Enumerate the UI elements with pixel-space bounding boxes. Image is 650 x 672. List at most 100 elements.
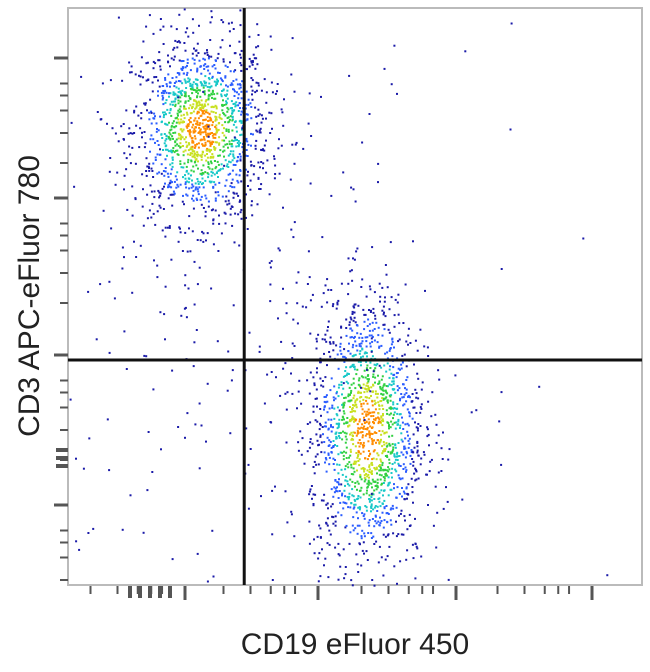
event-dot <box>338 409 341 412</box>
event-dot <box>394 298 397 301</box>
event-dot <box>371 443 374 446</box>
event-dot <box>353 394 356 397</box>
event-dot <box>335 344 338 347</box>
event-dot <box>388 308 391 311</box>
event-dot <box>311 293 314 296</box>
event-dot <box>338 554 341 557</box>
event-dot <box>317 580 320 583</box>
event-dot <box>371 433 374 435</box>
event-dot <box>206 580 209 583</box>
event-dot <box>197 142 200 145</box>
event-dot <box>393 487 395 490</box>
event-dot <box>237 194 240 197</box>
event-dot <box>217 176 219 178</box>
event-dot <box>335 431 338 434</box>
event-dot <box>150 167 153 170</box>
event-dot <box>350 473 353 475</box>
event-dot <box>163 185 165 188</box>
event-dot <box>364 457 367 460</box>
event-dot <box>407 434 409 437</box>
event-dot <box>347 496 350 499</box>
event-dot <box>182 154 185 157</box>
event-dot <box>174 93 177 96</box>
event-dot <box>238 102 241 105</box>
event-dot <box>123 188 125 191</box>
event-dot <box>342 548 345 551</box>
event-dot <box>320 305 323 308</box>
event-dot <box>219 149 222 152</box>
event-dot <box>348 542 351 545</box>
event-dot <box>131 214 134 217</box>
event-dot <box>297 441 300 444</box>
event-dot <box>223 94 226 97</box>
event-dot <box>169 129 172 132</box>
event-dot <box>386 351 389 354</box>
event-dot <box>191 230 194 233</box>
event-dot <box>232 123 235 126</box>
event-dot <box>397 367 400 370</box>
event-dot <box>252 60 254 63</box>
event-dot <box>209 86 212 89</box>
event-dot <box>366 355 368 358</box>
event-dot <box>172 190 175 193</box>
event-dot <box>353 404 356 407</box>
event-dot <box>239 134 242 137</box>
event-dot <box>173 46 176 49</box>
event-dot <box>392 413 395 416</box>
event-dot <box>231 139 234 142</box>
event-dot <box>378 524 381 527</box>
event-dot <box>368 397 371 400</box>
event-dot <box>366 364 369 367</box>
event-dot <box>354 340 357 343</box>
event-dot <box>299 430 302 433</box>
event-dot <box>375 484 378 487</box>
event-dot <box>378 408 381 411</box>
event-dot <box>358 524 361 527</box>
event-dot <box>397 462 400 465</box>
event-dot <box>116 171 119 174</box>
event-dot <box>235 173 238 176</box>
event-dot <box>153 76 156 79</box>
event-dot <box>290 372 292 375</box>
event-dot <box>141 173 144 176</box>
event-dot <box>162 103 165 106</box>
event-dot <box>187 172 190 175</box>
event-dot <box>308 493 311 496</box>
event-dot <box>368 481 371 484</box>
event-dot <box>238 153 241 156</box>
event-dot <box>350 318 353 321</box>
event-dot <box>203 144 206 147</box>
event-dot <box>186 123 189 126</box>
event-dot <box>341 418 344 421</box>
event-dot <box>211 65 214 68</box>
event-dot <box>185 169 188 172</box>
event-dot <box>80 75 83 78</box>
event-dot <box>75 457 77 460</box>
event-dot <box>365 367 368 370</box>
event-dot <box>427 433 430 436</box>
event-dot <box>374 376 377 379</box>
event-dot <box>290 228 293 231</box>
event-dot <box>217 250 220 252</box>
event-dot <box>110 227 113 230</box>
event-dot <box>297 271 300 274</box>
event-dot <box>332 495 335 498</box>
event-dot <box>228 160 230 163</box>
event-dot <box>234 52 237 55</box>
event-dot <box>133 132 136 134</box>
event-dot <box>388 383 391 386</box>
event-dot <box>226 85 229 88</box>
event-dot <box>194 49 197 52</box>
event-dot <box>316 535 319 538</box>
event-dot <box>131 146 134 149</box>
event-dot <box>420 403 423 406</box>
event-dot <box>142 188 144 191</box>
event-dot <box>354 410 357 413</box>
event-dot <box>198 24 200 27</box>
event-dot <box>383 328 386 331</box>
event-dot <box>360 403 363 405</box>
event-dot <box>369 367 372 369</box>
event-dot <box>145 157 148 160</box>
event-dot <box>404 456 407 459</box>
event-dot <box>261 117 264 120</box>
